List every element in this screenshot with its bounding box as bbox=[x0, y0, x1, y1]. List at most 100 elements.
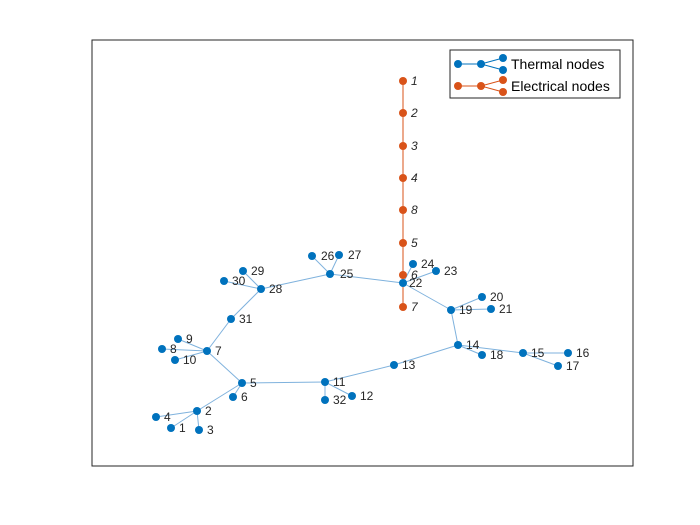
legend-electrical-marker bbox=[499, 76, 507, 84]
thermal-node bbox=[308, 252, 316, 260]
electrical-node bbox=[399, 206, 407, 214]
legend-entry-electrical: Electrical nodes bbox=[454, 76, 610, 96]
thermal-edge bbox=[223, 280, 262, 290]
electrical-node bbox=[399, 142, 407, 150]
electrical-node bbox=[399, 109, 407, 117]
legend-thermal-marker bbox=[499, 66, 507, 74]
thermal-node bbox=[348, 392, 356, 400]
thermal-node bbox=[454, 341, 462, 349]
legend-thermal-label: Thermal nodes bbox=[511, 56, 604, 72]
electrical-node bbox=[399, 174, 407, 182]
thermal-node bbox=[152, 413, 160, 421]
thermal-node bbox=[447, 306, 455, 314]
thermal-edge bbox=[450, 309, 459, 346]
legend: Thermal nodes Electrical nodes bbox=[449, 49, 621, 99]
thermal-node-label: 10 bbox=[183, 353, 197, 367]
thermal-edge bbox=[402, 270, 437, 284]
nodes-layer bbox=[152, 77, 572, 434]
thermal-node-label: 19 bbox=[459, 303, 473, 317]
thermal-edge bbox=[329, 273, 404, 284]
electrical-node-label: 6 bbox=[411, 268, 418, 282]
thermal-node bbox=[335, 251, 343, 259]
thermal-edge bbox=[230, 288, 262, 320]
electrical-node bbox=[399, 271, 407, 279]
thermal-edge bbox=[260, 273, 331, 290]
thermal-node bbox=[326, 270, 334, 278]
thermal-edge bbox=[170, 410, 198, 429]
thermal-node bbox=[564, 349, 572, 357]
thermal-node-label: 32 bbox=[333, 393, 347, 407]
thermal-edge bbox=[324, 381, 353, 397]
thermal-node-label: 30 bbox=[232, 274, 246, 288]
thermal-edge bbox=[457, 344, 524, 354]
thermal-node bbox=[399, 279, 407, 287]
thermal-node-label: 20 bbox=[490, 290, 504, 304]
thermal-edge bbox=[177, 338, 208, 352]
thermal-node-label: 3 bbox=[207, 423, 214, 437]
thermal-edge bbox=[450, 296, 483, 311]
thermal-edge bbox=[457, 344, 483, 356]
thermal-node-label: 17 bbox=[566, 359, 580, 373]
electrical-node-label: 2 bbox=[410, 106, 418, 120]
thermal-node-label: 15 bbox=[531, 346, 545, 360]
thermal-node-label: 21 bbox=[499, 302, 513, 316]
electrical-node-label: 1 bbox=[411, 74, 418, 88]
legend-thermal-marker bbox=[499, 54, 507, 62]
thermal-node-label: 31 bbox=[239, 312, 253, 326]
electrical-node-label: 7 bbox=[411, 300, 419, 314]
thermal-node-label: 14 bbox=[466, 338, 480, 352]
legend-thermal-marker bbox=[454, 60, 462, 68]
thermal-node bbox=[321, 396, 329, 404]
legend-thermal-marker bbox=[477, 60, 485, 68]
electrical-node bbox=[399, 303, 407, 311]
axes-box bbox=[91, 39, 634, 467]
legend-electrical-marker bbox=[454, 82, 462, 90]
thermal-node-label: 28 bbox=[269, 282, 283, 296]
thermal-node-label: 8 bbox=[170, 342, 177, 356]
thermal-node-label: 23 bbox=[444, 264, 458, 278]
thermal-node bbox=[409, 260, 417, 268]
thermal-node-label: 16 bbox=[576, 346, 590, 360]
thermal-edge bbox=[206, 350, 243, 384]
edges-layer bbox=[155, 81, 568, 431]
legend-entry-thermal: Thermal nodes bbox=[454, 54, 604, 74]
thermal-node bbox=[229, 393, 237, 401]
thermal-edge bbox=[450, 308, 492, 311]
thermal-node-label: 11 bbox=[333, 375, 346, 389]
thermal-node-label: 18 bbox=[490, 348, 504, 362]
thermal-node-label: 6 bbox=[241, 390, 248, 404]
thermal-node-label: 27 bbox=[348, 248, 362, 262]
thermal-node bbox=[478, 293, 486, 301]
thermal-edge bbox=[402, 282, 452, 311]
thermal-node bbox=[158, 345, 166, 353]
electrical-node-label: 5 bbox=[411, 236, 418, 250]
thermal-node-label: 2 bbox=[205, 404, 212, 418]
electrical-node-label: 8 bbox=[411, 203, 418, 217]
legend-electrical-marker bbox=[477, 82, 485, 90]
thermal-edge bbox=[242, 270, 262, 290]
thermal-node bbox=[390, 361, 398, 369]
thermal-node bbox=[238, 379, 246, 387]
thermal-node-label: 1 bbox=[179, 421, 186, 435]
thermal-node bbox=[171, 356, 179, 364]
thermal-node-label: 29 bbox=[251, 264, 265, 278]
thermal-node bbox=[195, 426, 203, 434]
thermal-node-label: 12 bbox=[360, 389, 374, 403]
thermal-node bbox=[321, 378, 329, 386]
electrical-node-label: 3 bbox=[411, 139, 418, 153]
thermal-edge bbox=[155, 410, 198, 418]
thermal-node bbox=[239, 267, 247, 275]
thermal-node bbox=[478, 351, 486, 359]
thermal-node bbox=[519, 349, 527, 357]
thermal-edge bbox=[241, 381, 326, 384]
legend-electrical-marker bbox=[499, 88, 507, 96]
thermal-edge bbox=[174, 350, 208, 361]
electrical-node-label: 4 bbox=[411, 171, 418, 185]
thermal-edge bbox=[522, 352, 559, 367]
thermal-edge bbox=[324, 364, 395, 383]
electrical-node bbox=[399, 239, 407, 247]
thermal-node-label: 5 bbox=[250, 376, 257, 390]
thermal-edge bbox=[161, 348, 208, 352]
thermal-node bbox=[432, 267, 440, 275]
